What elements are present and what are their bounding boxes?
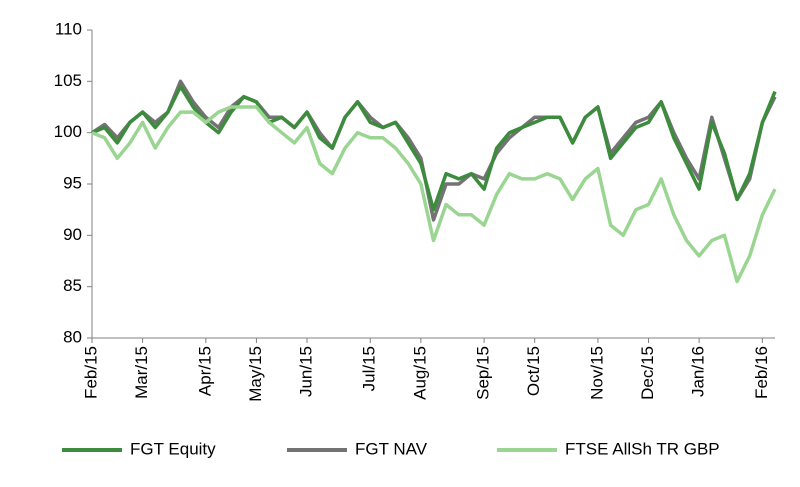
- x-tick-label: May/15: [246, 346, 265, 402]
- y-tick-label: 95: [63, 173, 82, 192]
- y-tick-label: 100: [54, 122, 82, 141]
- x-tick-label: Aug/15: [410, 346, 429, 400]
- x-tick-label: Dec/15: [638, 346, 657, 400]
- x-tick-label: Nov/15: [587, 346, 606, 400]
- x-tick-label: Sep/15: [474, 346, 493, 400]
- y-tick-label: 80: [63, 327, 82, 346]
- x-tick-label: Mar/15: [132, 346, 151, 399]
- y-tick-label: 105: [54, 71, 82, 90]
- x-tick-label: Feb/16: [752, 346, 771, 399]
- series-line: [91, 105, 777, 284]
- x-tick-label: Jun/15: [297, 346, 316, 397]
- legend-label: FTSE AllSh TR GBP: [565, 439, 720, 458]
- x-tick-label: Jan/16: [689, 346, 708, 397]
- y-tick-label: 85: [63, 276, 82, 295]
- y-tick-label: 90: [63, 225, 82, 244]
- x-tick-label: Feb/15: [81, 346, 100, 399]
- legend-label: FGT Equity: [130, 439, 216, 458]
- series-line: [91, 79, 777, 222]
- x-tick-label: Jul/15: [360, 346, 379, 391]
- y-tick-label: 110: [55, 19, 82, 38]
- x-tick-label: Apr/15: [195, 346, 214, 396]
- x-tick-label: Oct/15: [524, 346, 543, 396]
- legend-label: FGT NAV: [355, 439, 428, 458]
